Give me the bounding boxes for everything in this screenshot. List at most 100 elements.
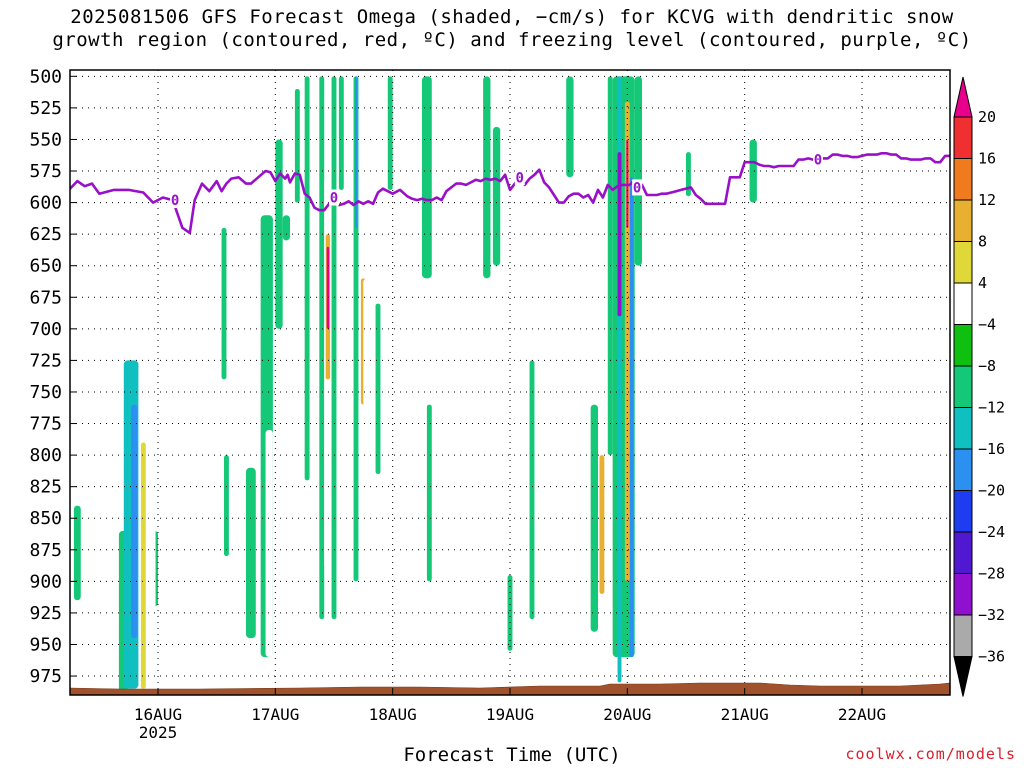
omega-region xyxy=(265,429,273,658)
omega-region xyxy=(529,360,535,620)
y-tick-label: 725 xyxy=(29,350,62,371)
omega-region xyxy=(426,404,432,582)
x-tick-label: 16AUG xyxy=(134,705,182,724)
colorbar-swatch xyxy=(953,199,973,242)
colorbar-label: −24 xyxy=(978,523,1005,541)
omega-region xyxy=(241,366,246,475)
colorbar-label: −16 xyxy=(978,440,1005,458)
colorbar-swatch xyxy=(953,365,973,408)
y-tick-label: 650 xyxy=(29,256,62,277)
omega-region xyxy=(617,152,622,317)
omega-region xyxy=(514,290,525,620)
omega-region xyxy=(275,139,283,329)
omega-region xyxy=(221,227,227,380)
y-axis: 500 525 550 575 600 625 650 675 700 725 750 775 800 8… xyxy=(29,66,77,687)
colorbar-label: −8 xyxy=(978,357,996,375)
omega-region xyxy=(140,442,146,689)
omega-region xyxy=(566,76,574,178)
colorbar-label: −20 xyxy=(978,482,1005,500)
y-tick-label: 975 xyxy=(29,666,62,687)
y-tick-label: 700 xyxy=(29,319,62,340)
omega-region xyxy=(634,76,642,266)
omega-region xyxy=(492,126,501,266)
x-tick-label: 18AUG xyxy=(369,705,417,724)
y-tick-label: 550 xyxy=(29,129,62,150)
omega-region xyxy=(338,76,344,190)
freezing-level-label: 0 xyxy=(330,191,338,207)
colorbar-label: −36 xyxy=(978,648,1005,666)
freezing-level-layer: 0 0 0 0 0 xyxy=(70,151,950,235)
omega-region xyxy=(355,76,358,228)
colorbar-swatch xyxy=(953,158,973,201)
omega-region xyxy=(749,139,757,203)
credit-link[interactable]: coolwx.com/models xyxy=(845,745,1016,763)
colorbar-swatch xyxy=(953,614,973,657)
omega-region xyxy=(578,107,586,153)
omega-region xyxy=(539,120,545,178)
chart-title-line-2: growth region (contoured, red, ºC) and f… xyxy=(52,29,972,51)
omega-region xyxy=(131,404,138,639)
omega-region xyxy=(209,417,217,557)
omega-region xyxy=(287,474,293,531)
omega-region xyxy=(500,284,506,329)
omega-region xyxy=(326,246,330,329)
colorbar-label: 8 xyxy=(978,233,987,251)
omega-region xyxy=(490,398,496,456)
freezing-level-label: 0 xyxy=(633,180,641,196)
omega-region xyxy=(629,177,634,658)
omega-region xyxy=(73,505,81,601)
colorbar-label: 4 xyxy=(978,274,987,292)
chart-title-line-1: 2025081506 GFS Forecast Omega (shaded, −… xyxy=(70,6,954,28)
chart-title: 2025081506 GFS Forecast Omega (shaded, −… xyxy=(0,6,1024,52)
omega-region xyxy=(363,278,374,493)
omega-region xyxy=(312,316,317,620)
grid-layer xyxy=(70,70,950,695)
colorbar-label: −28 xyxy=(978,565,1005,583)
freezing-level-label: 0 xyxy=(171,193,179,209)
y-tick-label: 600 xyxy=(29,193,62,214)
freezing-level-label-bg xyxy=(329,189,339,206)
omega-region xyxy=(331,76,337,620)
colorbar-swatch xyxy=(953,282,973,325)
freezing-level-label-bg xyxy=(813,151,823,168)
omega-region xyxy=(304,76,310,481)
x-axis-label: Forecast Time (UTC) xyxy=(403,744,621,766)
omega-region xyxy=(294,88,300,203)
colorbar-bottom-arrow xyxy=(953,656,973,697)
y-tick-label: 925 xyxy=(29,603,62,624)
colorbar-swatch xyxy=(953,490,973,533)
freezing-level-label-bg xyxy=(632,179,643,196)
omega-region xyxy=(695,158,701,209)
y-tick-label: 775 xyxy=(29,414,62,435)
y-tick-label: 900 xyxy=(29,571,62,592)
y-tick-label: 750 xyxy=(29,382,62,403)
colorbar-label: 20 xyxy=(978,108,996,126)
freezing-level-label: 0 xyxy=(516,170,524,186)
colorbar-swatch xyxy=(953,531,973,574)
omega-region xyxy=(590,404,598,632)
x-tick-label: 21AUG xyxy=(721,705,769,724)
omega-region xyxy=(599,455,605,594)
y-tick-label: 800 xyxy=(29,445,62,466)
colorbar-label: 12 xyxy=(978,191,996,209)
colorbar-swatch xyxy=(953,448,973,491)
omega-region xyxy=(282,215,290,241)
omega-region xyxy=(475,76,484,127)
omega-region xyxy=(906,76,911,83)
colorbar-swatch xyxy=(953,241,973,284)
freezing-level-label-bg xyxy=(514,169,525,186)
colorbar-label: 16 xyxy=(978,150,996,168)
colorbar: 20 16 12 8 4 −4 −8 −12 −16 −20 −24 −28 −32 −36 xyxy=(953,76,1005,697)
y-tick-label: 950 xyxy=(29,634,62,655)
x-tick-label: 22AUG xyxy=(838,705,886,724)
y-tick-label: 625 xyxy=(29,224,62,245)
y-tick-label: 675 xyxy=(29,287,62,308)
y-tick-label: 825 xyxy=(29,477,62,498)
colorbar-swatch xyxy=(953,573,973,616)
y-tick-label: 500 xyxy=(29,66,62,87)
colorbar-swatch xyxy=(953,407,973,450)
colorbar-label: −4 xyxy=(978,316,996,334)
omega-region xyxy=(686,373,691,582)
omega-region xyxy=(387,76,393,190)
